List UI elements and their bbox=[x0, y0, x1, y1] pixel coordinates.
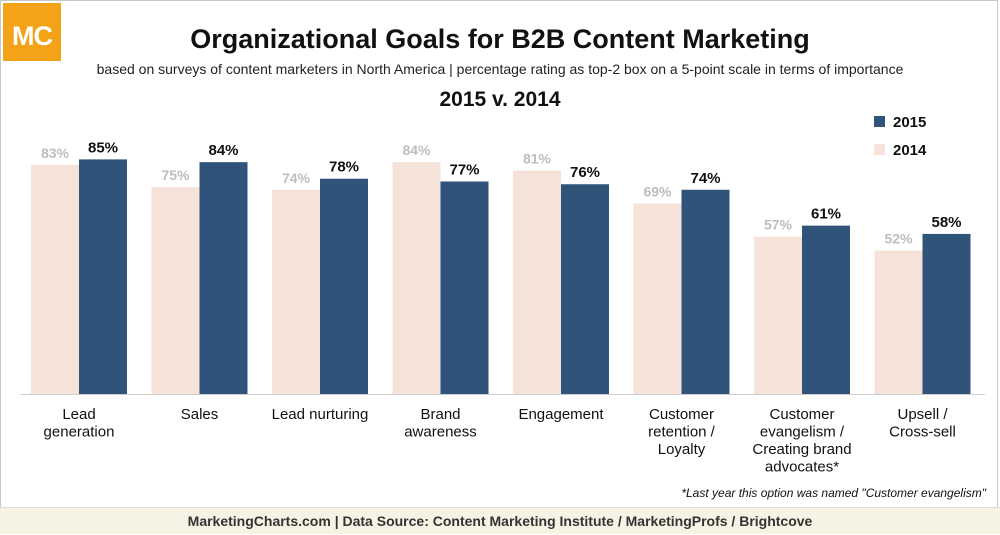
data-label-2014-4: 81% bbox=[523, 150, 552, 166]
bar-2014-3 bbox=[392, 162, 441, 394]
category-label-4: Engagement bbox=[518, 406, 604, 423]
bar-2015-1 bbox=[199, 162, 248, 394]
data-label-2014-6: 57% bbox=[764, 217, 793, 233]
bar-chart: 83% 85% Lead generation 75% 84% Sales 74% 78% Lea… bbox=[20, 114, 985, 476]
source-footer: MarketingCharts.com | Data Source: Conte… bbox=[0, 507, 1000, 534]
category-label-1: Sales bbox=[181, 406, 219, 423]
category-label-3: Brand awareness bbox=[404, 406, 477, 441]
bar-2014-0 bbox=[31, 164, 79, 394]
bar-2014-2 bbox=[272, 189, 320, 394]
category-label-7: Upsell / Cross-sell bbox=[889, 406, 956, 441]
legend-swatch-2015 bbox=[874, 116, 885, 127]
data-label-2014-0: 83% bbox=[41, 145, 70, 161]
category-label-6: Customer evangelism / Creating brand advoca… bbox=[752, 406, 851, 476]
data-label-2015-5: 74% bbox=[690, 170, 720, 187]
data-label-2015-4: 76% bbox=[570, 164, 600, 181]
data-label-2014-5: 69% bbox=[643, 184, 672, 200]
category-label-line: Sales bbox=[181, 406, 219, 423]
legend-label-2015: 2015 bbox=[893, 114, 926, 131]
data-label-2014-1: 75% bbox=[161, 167, 190, 183]
category-label-line: Customer bbox=[649, 406, 714, 423]
bar-2015-7 bbox=[922, 233, 971, 394]
category-label-0: Lead generation bbox=[44, 406, 115, 441]
category-label-line: Customer bbox=[769, 406, 834, 423]
data-label-2014-3: 84% bbox=[402, 142, 431, 158]
bar-2015-2 bbox=[320, 178, 368, 394]
chart-period: 2015 v. 2014 bbox=[439, 88, 561, 111]
data-label-2014-7: 52% bbox=[884, 230, 913, 246]
category-label-line: retention / bbox=[648, 424, 716, 441]
data-label-2015-3: 77% bbox=[449, 161, 479, 178]
bar-2014-5 bbox=[633, 203, 682, 394]
marketingcharts-logo: MC bbox=[3, 3, 61, 61]
category-label-line: advocates* bbox=[765, 459, 839, 476]
bar-2014-6 bbox=[754, 236, 802, 394]
category-label-2: Lead nurturing bbox=[272, 406, 369, 423]
legend-swatch-2014 bbox=[874, 144, 885, 155]
category-label-5: Customer retention / Loyalty bbox=[648, 406, 716, 458]
category-label-line: awareness bbox=[404, 424, 477, 441]
category-label-line: Brand bbox=[420, 406, 460, 423]
bar-2015-0 bbox=[79, 159, 127, 394]
category-label-line: Cross-sell bbox=[889, 424, 956, 441]
category-label-line: Lead bbox=[62, 406, 95, 423]
category-label-line: generation bbox=[44, 424, 115, 441]
bar-2015-5 bbox=[681, 189, 730, 394]
data-label-2015-2: 78% bbox=[329, 159, 359, 176]
bar-2014-4 bbox=[513, 170, 561, 394]
data-label-2015-1: 84% bbox=[208, 142, 238, 159]
data-label-2015-7: 58% bbox=[931, 214, 961, 231]
chart-subtitle: based on surveys of content marketers in… bbox=[96, 61, 904, 77]
bar-2015-6 bbox=[802, 225, 850, 394]
category-label-line: Upsell / bbox=[897, 406, 948, 423]
footnote: *Last year this option was named "Custom… bbox=[681, 486, 986, 500]
bar-2015-3 bbox=[440, 181, 489, 394]
data-label-2015-0: 85% bbox=[88, 139, 118, 156]
legend-label-2014: 2014 bbox=[893, 142, 927, 159]
category-label-line: Loyalty bbox=[658, 441, 706, 458]
bar-2014-7 bbox=[874, 250, 923, 394]
bar-2014-1 bbox=[151, 187, 200, 394]
category-label-line: evangelism / bbox=[760, 424, 845, 441]
category-label-line: Lead nurturing bbox=[272, 406, 369, 423]
category-label-line: Creating brand bbox=[752, 441, 851, 458]
data-label-2015-6: 61% bbox=[811, 206, 841, 223]
category-label-line: Engagement bbox=[518, 406, 604, 423]
chart-title: Organizational Goals for B2B Content Mar… bbox=[190, 24, 810, 54]
logo-text: MC bbox=[12, 21, 53, 51]
bar-2015-4 bbox=[561, 184, 609, 394]
data-label-2014-2: 74% bbox=[282, 170, 311, 186]
